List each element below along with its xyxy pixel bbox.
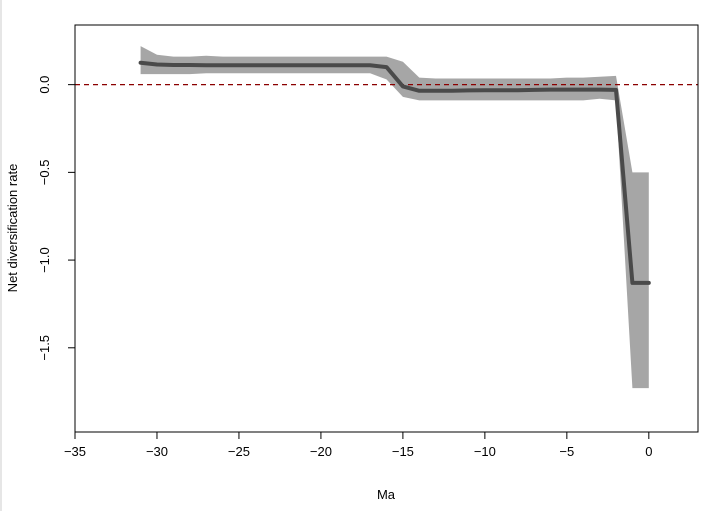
- x-tick-label: −15: [392, 444, 414, 459]
- x-axis-title: Ma: [377, 487, 396, 502]
- x-tick-label: −5: [559, 444, 574, 459]
- x-axis: −35 −30 −25 −20 −15 −10 −5 0: [64, 432, 652, 459]
- left-edge-rule: [0, 0, 2, 511]
- x-tick-label: −10: [474, 444, 496, 459]
- y-tick-label: −1.0: [37, 247, 52, 273]
- x-tick-label: −25: [228, 444, 250, 459]
- net-diversification-line: [138, 60, 651, 285]
- confidence-band: [140, 46, 649, 389]
- y-tick-label: −0.5: [37, 160, 52, 186]
- x-tick-label: −35: [64, 444, 86, 459]
- y-axis-title: Net diversification rate: [5, 164, 20, 293]
- y-tick-label: −1.5: [37, 335, 52, 361]
- x-tick-label: 0: [645, 444, 652, 459]
- plot-frame: [74, 24, 699, 433]
- x-tick-label: −20: [310, 444, 332, 459]
- y-axis: 0.0 −0.5 −1.0 −1.5: [37, 76, 75, 361]
- series-line-layer: [138, 60, 651, 285]
- y-tick-label: 0.0: [37, 76, 52, 94]
- confidence-band-layer: [140, 46, 649, 389]
- x-tick-label: −30: [146, 444, 168, 459]
